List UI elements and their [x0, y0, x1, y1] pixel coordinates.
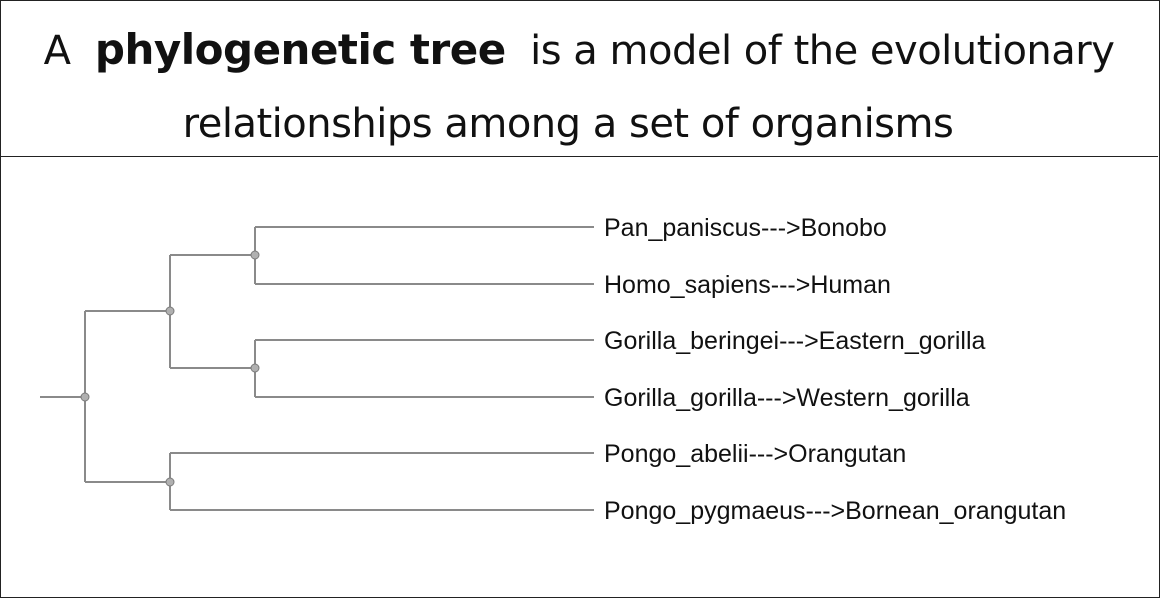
title-term: phylogenetic tree — [94, 25, 506, 74]
node-ingroup — [165, 306, 175, 316]
leaf-label-orangutan: Pongo_abelii--->Orangutan — [604, 440, 906, 468]
leaf-label-bornean-orangutan: Pongo_pygmaeus--->Bornean_orangutan — [604, 497, 1066, 525]
node-pan-homo — [250, 250, 260, 260]
title-suffix: is a model of the evolutionary — [530, 28, 1115, 74]
title-prefix: A — [43, 28, 71, 74]
title-line-2: relationships among a set of organisms — [182, 101, 954, 147]
node-pongo — [165, 477, 175, 487]
leaf-label-eastern-gorilla: Gorilla_beringei--->Eastern_gorilla — [604, 327, 986, 355]
node-root — [80, 392, 90, 402]
title-line-1: A phylogenetic tree is a model of the ev… — [0, 22, 1158, 79]
leaf-label-human: Homo_sapiens--->Human — [604, 271, 891, 299]
title-box: A phylogenetic tree is a model of the ev… — [0, 0, 1158, 157]
node-gorilla — [250, 363, 260, 373]
leaf-label-bonobo: Pan_paniscus--->Bonobo — [604, 214, 887, 242]
leaf-label-western-gorilla: Gorilla_gorilla--->Western_gorilla — [604, 384, 970, 412]
